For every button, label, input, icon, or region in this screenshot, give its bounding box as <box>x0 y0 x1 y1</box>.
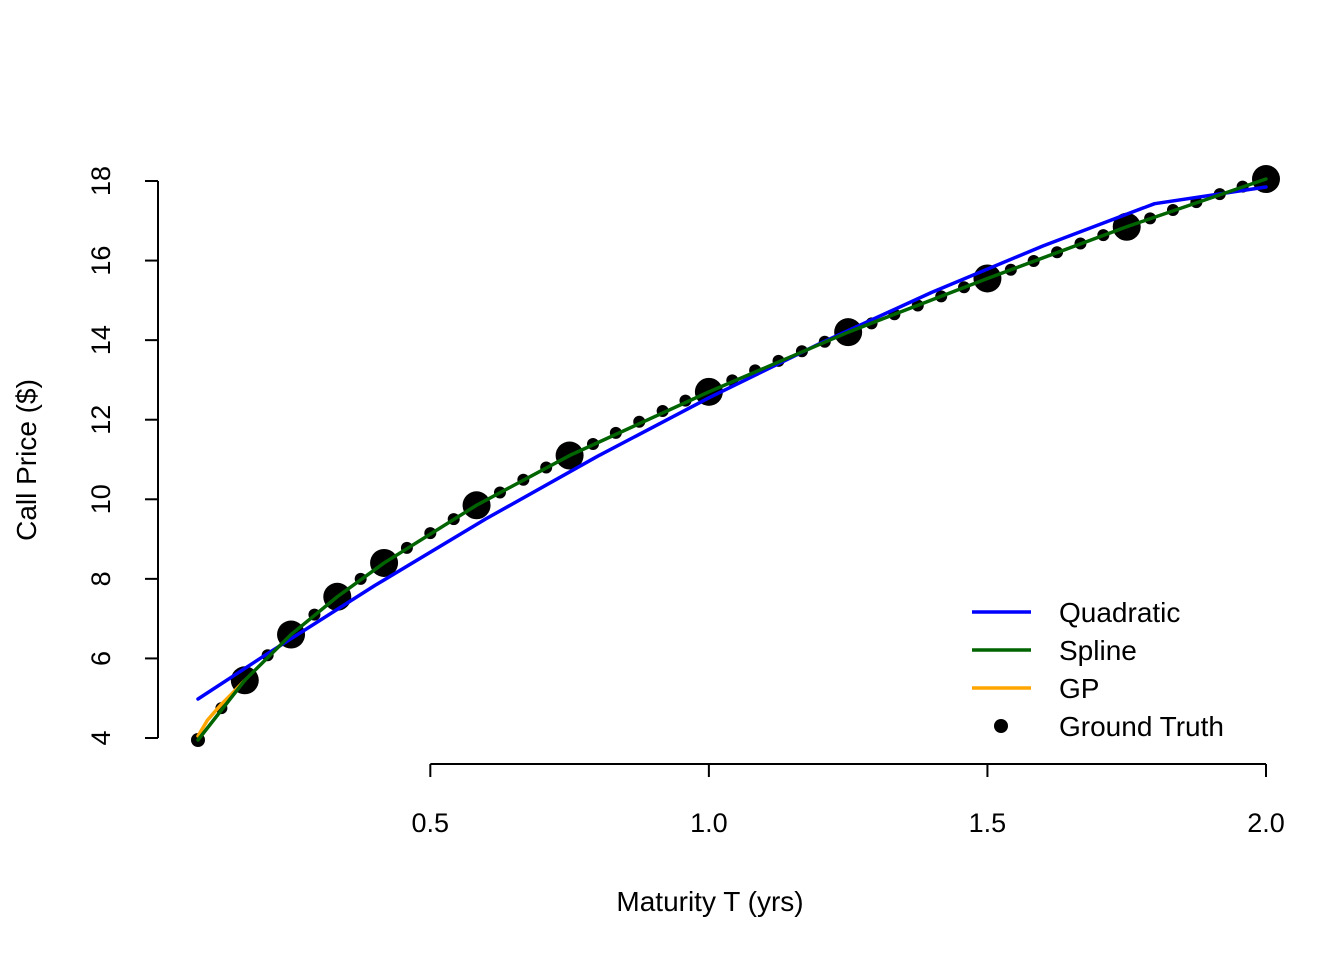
y-tick-label: 10 <box>86 484 116 514</box>
legend-label: GP <box>1059 673 1099 704</box>
legend: Quadratic Spline GP Ground Truth <box>972 597 1224 742</box>
y-tick-label: 18 <box>86 166 116 196</box>
x-tick-label: 0.5 <box>412 808 450 838</box>
x-tick-label: 1.0 <box>690 808 728 838</box>
legend-label: Spline <box>1059 635 1137 666</box>
x-axis-title: Maturity T (yrs) <box>616 886 803 917</box>
y-tick-label: 4 <box>86 730 116 745</box>
x-tick-label: 1.5 <box>969 808 1007 838</box>
series-line-spline <box>196 177 1268 742</box>
y-tick-label: 16 <box>86 246 116 276</box>
x-axis: 0.5 1.0 1.5 2.0 <box>412 763 1285 838</box>
legend-label: Ground Truth <box>1059 711 1224 742</box>
y-tick-label: 14 <box>86 325 116 355</box>
y-tick-label: 6 <box>86 651 116 666</box>
y-tick-label: 8 <box>86 571 116 586</box>
y-tick-label: 12 <box>86 405 116 435</box>
y-axis: 4 6 8 10 12 14 16 18 <box>86 166 159 746</box>
legend-label: Quadratic <box>1059 597 1180 628</box>
legend-marker-point <box>994 719 1008 733</box>
y-axis-title: Call Price ($) <box>11 379 42 541</box>
plot-lines <box>196 177 1268 742</box>
series-line-quadratic <box>196 185 1268 701</box>
x-tick-label: 2.0 <box>1247 808 1285 838</box>
